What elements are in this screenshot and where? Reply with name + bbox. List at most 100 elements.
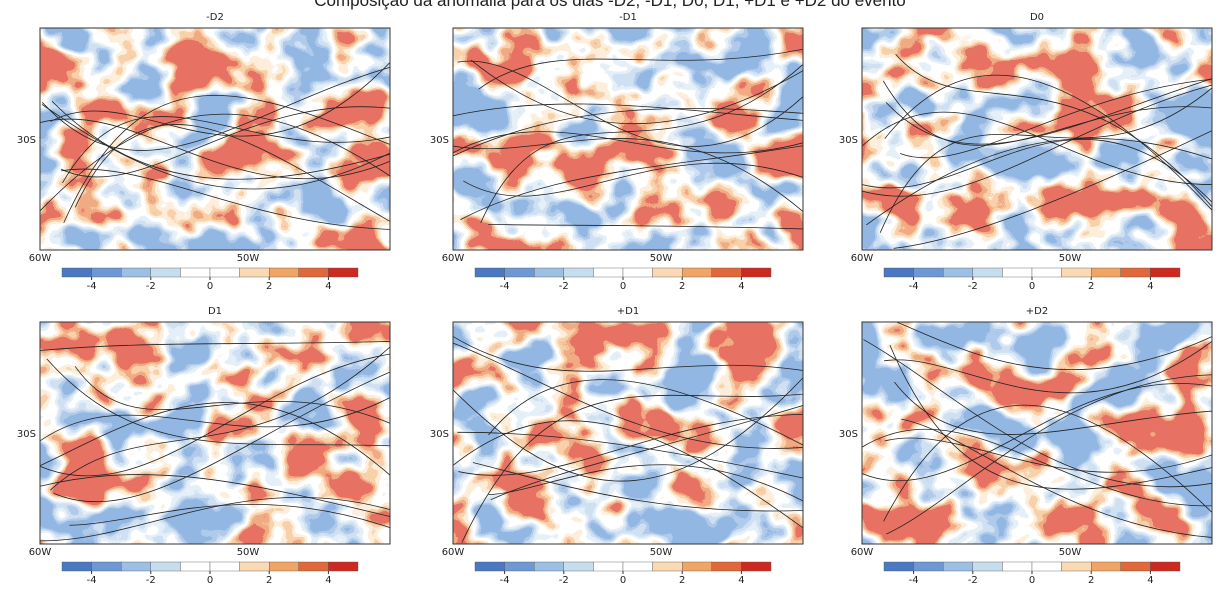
colorbar-tick-label: -4 bbox=[909, 281, 919, 292]
colorbar-swatch bbox=[504, 561, 535, 572]
colorbar-tick-label: -2 bbox=[968, 575, 978, 586]
y-axis-label: 30S bbox=[839, 135, 858, 146]
colorbar-swatch bbox=[593, 267, 624, 278]
streamline bbox=[885, 78, 1212, 145]
colorbar-tick-label: -4 bbox=[500, 281, 510, 292]
x-axis-label: 60W bbox=[442, 547, 465, 558]
x-axis-label: 50W bbox=[1059, 253, 1082, 264]
streamline bbox=[490, 404, 803, 501]
colorbar: -4 -2 0 2 4 bbox=[474, 267, 772, 292]
x-axis-label: 50W bbox=[237, 547, 260, 558]
streamline bbox=[894, 381, 1212, 435]
colorbar-swatch bbox=[534, 267, 565, 278]
streamline bbox=[882, 80, 1212, 146]
colorbar-swatch bbox=[328, 267, 359, 278]
streamline bbox=[453, 342, 803, 449]
colorbar-swatch bbox=[1002, 267, 1033, 278]
colorbar-swatch bbox=[1150, 267, 1181, 278]
streamline bbox=[40, 118, 390, 180]
streamline bbox=[899, 78, 1212, 159]
map-panel bbox=[861, 27, 1213, 251]
colorbar-swatch bbox=[120, 561, 151, 572]
panel-title: -D2 bbox=[206, 12, 224, 23]
colorbar-swatch bbox=[180, 267, 211, 278]
colorbar-swatch bbox=[150, 561, 181, 572]
colorbar-swatch bbox=[61, 267, 92, 278]
streamline bbox=[46, 358, 390, 447]
x-axis-label: 60W bbox=[442, 253, 465, 264]
colorbar-swatch bbox=[1061, 561, 1092, 572]
colorbar-swatch bbox=[913, 267, 944, 278]
panel-frame bbox=[39, 27, 391, 251]
colorbar-swatch bbox=[1150, 561, 1181, 572]
colorbar-tick-label: -4 bbox=[87, 575, 97, 586]
colorbar-swatch bbox=[563, 561, 594, 572]
colorbar: -4 -2 0 2 4 bbox=[61, 561, 359, 586]
map-panel bbox=[452, 321, 804, 545]
panel-frame bbox=[861, 321, 1213, 545]
panel-frame bbox=[452, 321, 804, 545]
anomaly-field bbox=[453, 322, 803, 544]
x-axis-label: 50W bbox=[650, 253, 673, 264]
colorbar-swatch bbox=[298, 561, 329, 572]
x-axis-label: 60W bbox=[851, 547, 874, 558]
colorbar-swatch bbox=[1090, 267, 1121, 278]
colorbar-tick-label: -2 bbox=[146, 281, 156, 292]
colorbar-tick-label: 0 bbox=[207, 281, 213, 292]
colorbar-tick-label: 2 bbox=[1088, 575, 1094, 586]
colorbar-swatch bbox=[1031, 561, 1062, 572]
streamline bbox=[488, 223, 803, 230]
map-panel bbox=[39, 321, 391, 545]
colorbar-tick-label: 0 bbox=[1029, 575, 1035, 586]
colorbar-swatch bbox=[652, 267, 683, 278]
x-axis-label: 50W bbox=[1059, 547, 1082, 558]
streamline bbox=[40, 497, 390, 542]
colorbar-tick-label: 0 bbox=[620, 575, 626, 586]
streamline bbox=[61, 168, 390, 230]
streamline bbox=[51, 100, 390, 180]
streamline bbox=[472, 462, 803, 512]
streamline bbox=[40, 341, 390, 351]
streamline bbox=[453, 420, 803, 529]
streamline bbox=[883, 404, 1212, 522]
colorbar-swatch bbox=[1120, 267, 1151, 278]
colorbar-swatch bbox=[622, 267, 653, 278]
streamline bbox=[453, 103, 803, 121]
colorbar-swatch bbox=[1090, 561, 1121, 572]
y-axis-label: 30S bbox=[430, 429, 449, 440]
colorbar-swatch bbox=[269, 267, 300, 278]
panel-title: D0 bbox=[1030, 12, 1044, 23]
colorbar-swatch bbox=[711, 561, 742, 572]
colorbar-tick-label: -4 bbox=[87, 281, 97, 292]
colorbar-swatch bbox=[209, 561, 240, 572]
panel-title: +D2 bbox=[1026, 306, 1048, 317]
colorbar-swatch bbox=[239, 267, 270, 278]
colorbar-swatch bbox=[120, 267, 151, 278]
panel-title: -D1 bbox=[619, 12, 637, 23]
x-axis-label: 50W bbox=[237, 253, 260, 264]
colorbar-swatch bbox=[943, 561, 974, 572]
colorbar-swatch bbox=[298, 267, 329, 278]
streamlines bbox=[40, 341, 390, 542]
streamline bbox=[60, 106, 390, 178]
panel-title: +D1 bbox=[617, 306, 639, 317]
colorbar-tick-label: 0 bbox=[1029, 281, 1035, 292]
colorbar-swatch bbox=[269, 561, 300, 572]
streamline bbox=[453, 108, 803, 157]
streamline bbox=[40, 397, 390, 442]
streamline bbox=[50, 346, 390, 491]
colorbar-swatch bbox=[534, 561, 565, 572]
colorbar-swatch bbox=[328, 561, 359, 572]
streamline bbox=[863, 339, 1212, 488]
colorbar-swatch bbox=[91, 561, 122, 572]
streamlines bbox=[862, 54, 1212, 249]
colorbar-tick-label: 4 bbox=[738, 575, 744, 586]
streamline bbox=[453, 377, 803, 482]
colorbar-swatch bbox=[563, 267, 594, 278]
colorbar-tick-label: 2 bbox=[266, 575, 272, 586]
streamline bbox=[862, 428, 1212, 507]
x-axis-label: 60W bbox=[29, 547, 52, 558]
colorbar-swatch bbox=[474, 267, 505, 278]
panel-frame bbox=[861, 27, 1213, 251]
